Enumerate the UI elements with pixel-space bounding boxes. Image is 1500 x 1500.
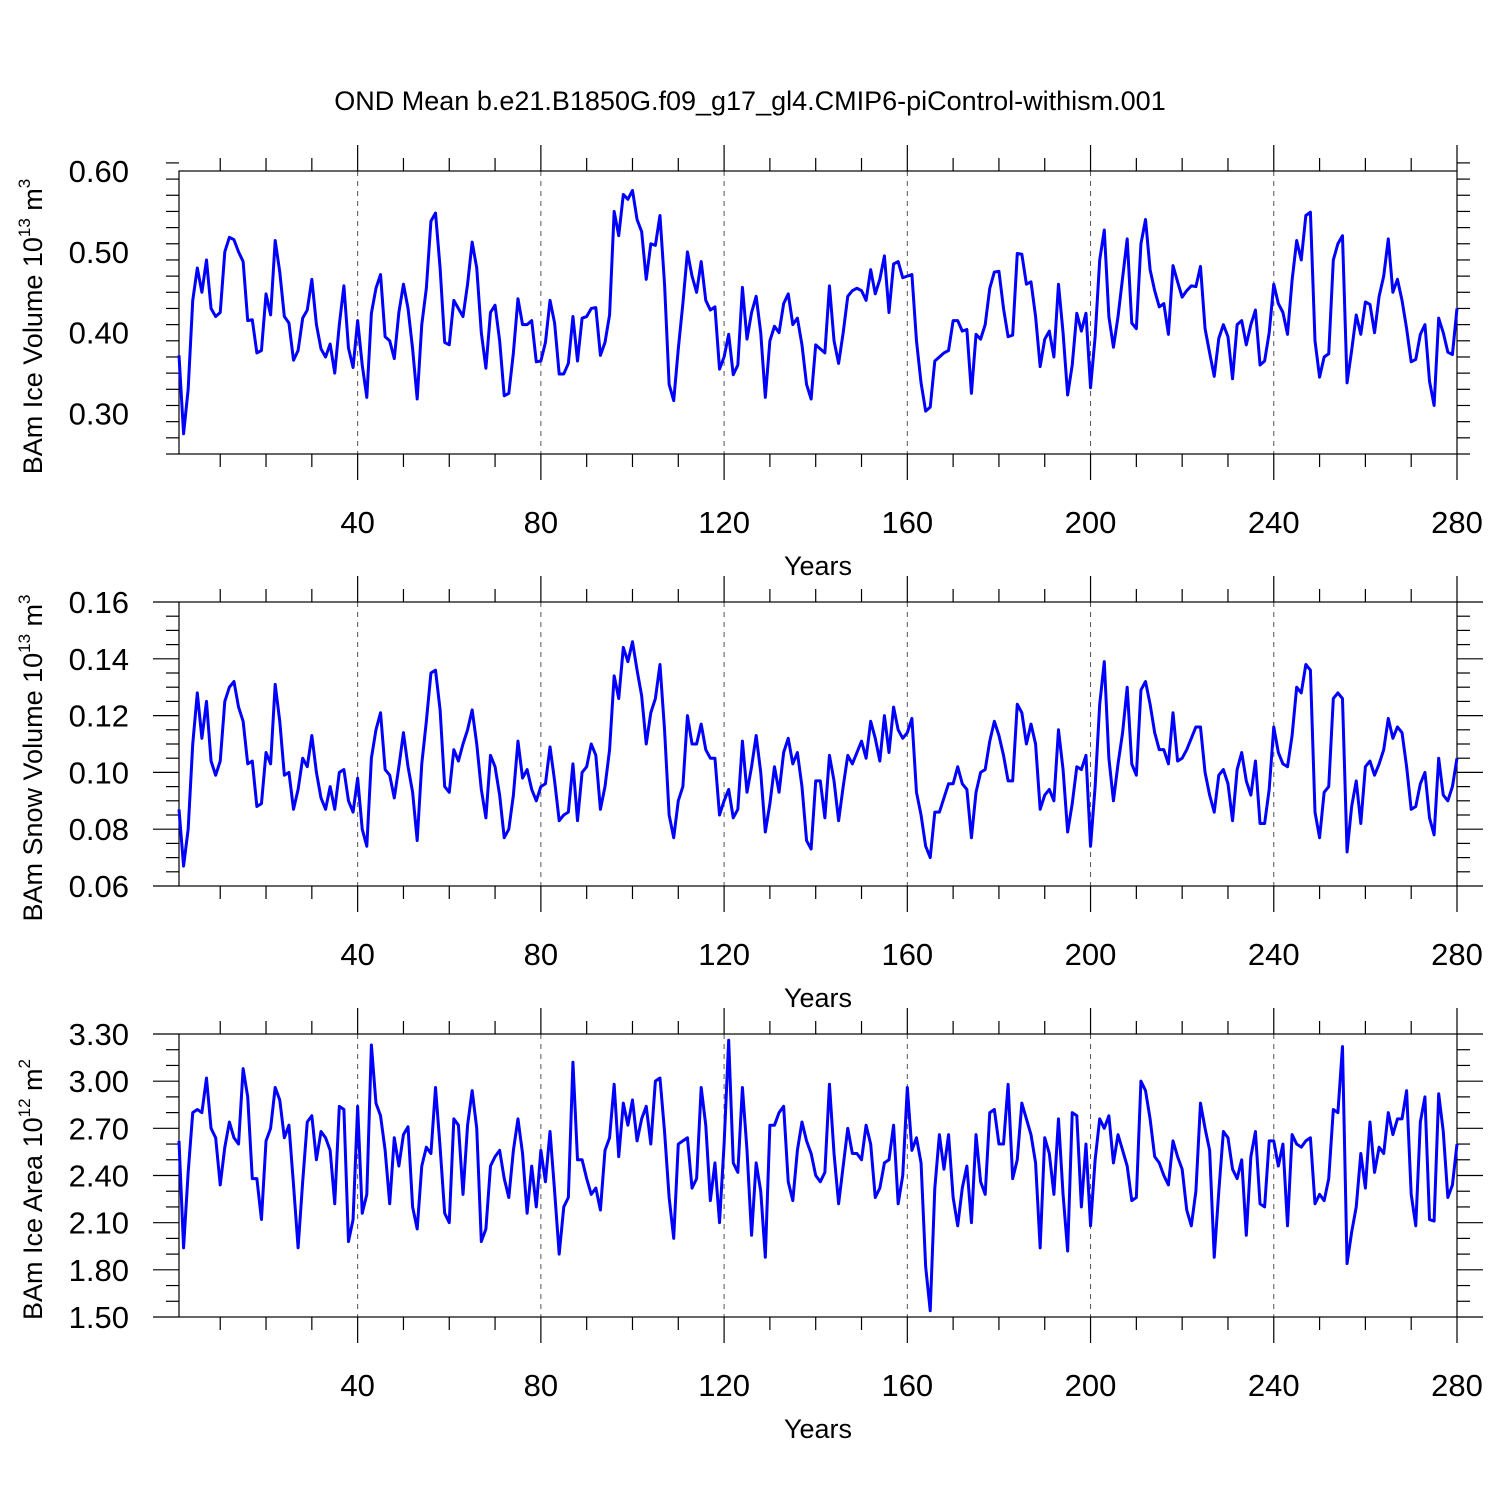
panel-2: 40 80 120 160 200 240 280 Years 0.06 0.08 0.10 0.12… bbox=[15, 576, 1483, 1013]
y-tick-label: 0.16 bbox=[69, 585, 129, 620]
y-tick-label: 0.08 bbox=[69, 812, 129, 847]
y-tick-label: 3.00 bbox=[69, 1064, 129, 1099]
x-tick-label: 240 bbox=[1248, 1368, 1300, 1403]
y-tick-label: 0.40 bbox=[69, 316, 129, 351]
x-axis-label: Years bbox=[784, 1414, 852, 1444]
x-tick-label: 120 bbox=[698, 937, 750, 972]
x-tick-label: 80 bbox=[524, 1368, 558, 1403]
x-tick-label: 280 bbox=[1431, 937, 1483, 972]
x-tick-label: 80 bbox=[524, 937, 558, 972]
y-axis-label: BAm Ice Volume 1013 m3 bbox=[15, 179, 48, 475]
panel-3: 40 80 120 160 200 240 280 Years 1.50 1.80 2.10 2.40… bbox=[15, 1008, 1483, 1444]
x-tick-label: 240 bbox=[1248, 505, 1300, 540]
x-tick-label: 80 bbox=[524, 505, 558, 540]
series-line bbox=[177, 188, 1459, 436]
series-line bbox=[177, 1038, 1459, 1313]
y-tick-label: 2.40 bbox=[69, 1159, 129, 1194]
x-tick-label: 240 bbox=[1248, 937, 1300, 972]
x-tick-label: 280 bbox=[1431, 1368, 1483, 1403]
y-tick-label: 2.70 bbox=[69, 1111, 129, 1146]
y-tick-label: 3.30 bbox=[69, 1017, 129, 1052]
x-axis-label: Years bbox=[784, 983, 852, 1013]
x-tick-label: 160 bbox=[881, 937, 933, 972]
x-tick-label: 160 bbox=[881, 505, 933, 540]
y-tick-label: 0.10 bbox=[69, 755, 129, 790]
y-tick-label: 1.80 bbox=[69, 1253, 129, 1288]
y-tick-label: 0.50 bbox=[69, 235, 129, 270]
y-tick-label: 0.30 bbox=[69, 397, 129, 432]
y-tick-label: 1.50 bbox=[69, 1300, 129, 1335]
chart-title: OND Mean b.e21.B1850G.f09_g17_gl4.CMIP6-… bbox=[334, 86, 1165, 116]
x-tick-label: 200 bbox=[1065, 1368, 1117, 1403]
x-tick-label: 160 bbox=[881, 1368, 933, 1403]
panel-1: 40 80 120 160 200 240 280 Years 0.30 0.40 0.50 0.60… bbox=[15, 145, 1483, 581]
y-tick-label: 0.60 bbox=[69, 154, 129, 189]
x-tick-label: 280 bbox=[1431, 505, 1483, 540]
y-axis-label: BAm Snow Volume 1013 m3 bbox=[15, 594, 48, 921]
y-axis-label: BAm Ice Area 1012 m2 bbox=[15, 1059, 48, 1320]
x-tick-label: 200 bbox=[1065, 937, 1117, 972]
x-tick-label: 40 bbox=[340, 1368, 374, 1403]
x-axis-label: Years bbox=[784, 551, 852, 581]
y-tick-label: 0.14 bbox=[69, 642, 129, 677]
y-tick-label: 0.06 bbox=[69, 869, 129, 904]
series-line bbox=[177, 640, 1459, 868]
x-tick-label: 40 bbox=[340, 505, 374, 540]
y-tick-label: 2.10 bbox=[69, 1206, 129, 1241]
x-tick-label: 200 bbox=[1065, 505, 1117, 540]
x-tick-label: 120 bbox=[698, 1368, 750, 1403]
x-tick-label: 120 bbox=[698, 505, 750, 540]
plot-frame bbox=[178, 601, 1458, 887]
x-tick-label: 40 bbox=[340, 937, 374, 972]
y-tick-label: 0.12 bbox=[69, 699, 129, 734]
